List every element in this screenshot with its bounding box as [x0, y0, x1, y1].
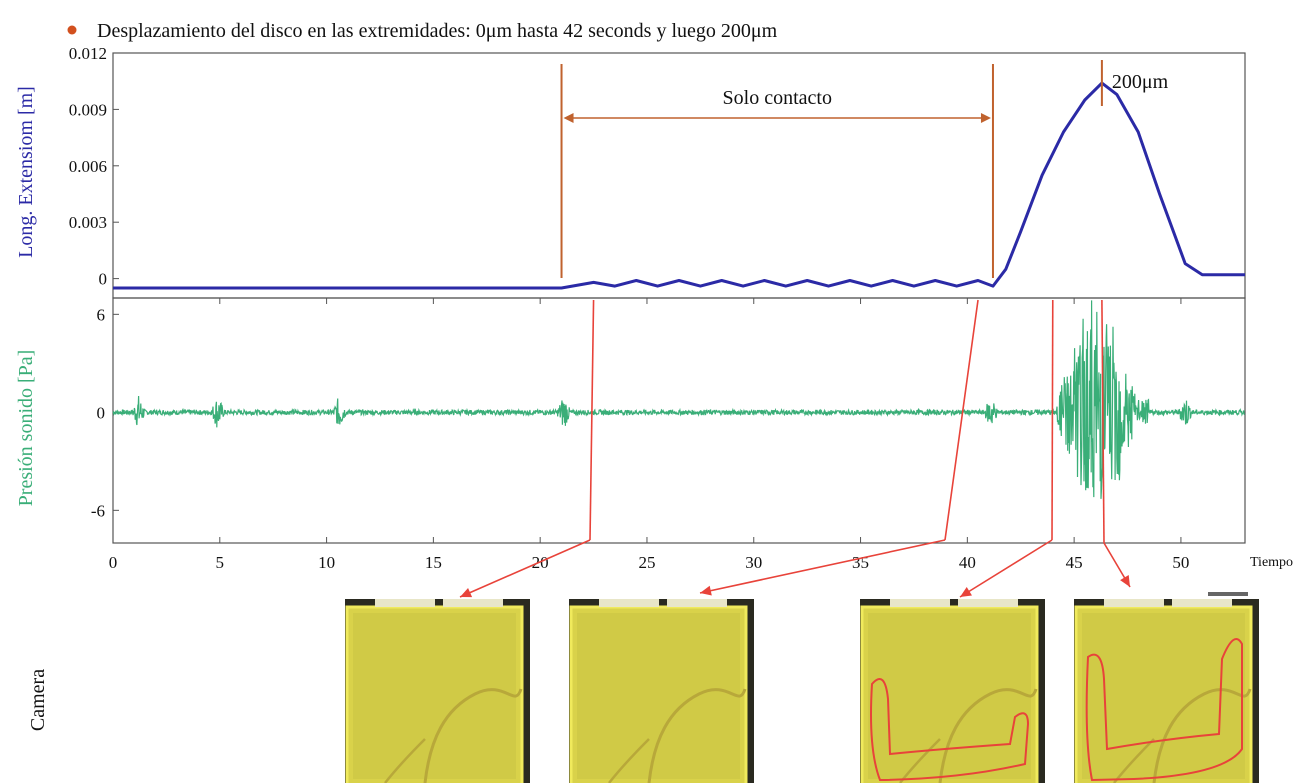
plate-shade: [353, 613, 516, 779]
pressure-xtick-label: 15: [425, 553, 442, 572]
frame-link-arrow-line: [699, 539, 946, 594]
top-clamp: [599, 599, 659, 607]
pressure-ytick-label: 0: [97, 403, 106, 422]
plate-vein: [423, 688, 523, 783]
frame-4-clamp-bar: [1208, 592, 1248, 596]
span-label: Solo contacto: [723, 87, 832, 109]
pressure-xtick-label: 5: [216, 553, 225, 572]
frame-link-line: [589, 299, 595, 541]
header-text: Desplazamiento del disco en las extremid…: [97, 20, 778, 42]
plate-shade: [868, 613, 1031, 779]
crack-outline: [1085, 638, 1243, 782]
pressure-xtick-label: 50: [1172, 553, 1189, 572]
pressure-ytick-label: 6: [97, 305, 106, 324]
top-clamp: [1104, 599, 1164, 607]
top-clamp: [890, 599, 950, 607]
extension-ylabel: Long. Extensiom [m]: [15, 86, 37, 258]
pressure-plot-frame: [112, 297, 1246, 544]
camera-label: Camera: [27, 669, 49, 731]
frame-link-arrow-line: [959, 539, 1053, 598]
pressure-xtick-label: 0: [109, 553, 118, 572]
pressure-xtick-label: 35: [852, 553, 869, 572]
frame-link-arrowhead: [700, 585, 712, 596]
frame-link-line: [944, 299, 979, 541]
frame-link-line: [1051, 299, 1054, 541]
plate-vein: [608, 738, 650, 783]
extension-ytick-label: 0.012: [69, 44, 107, 63]
camera-frame-2: [569, 599, 754, 783]
top-clamp: [1172, 599, 1232, 607]
extension-ytick-label: 0: [99, 270, 108, 289]
plate-vein: [384, 738, 426, 783]
plate-shade: [577, 613, 740, 779]
pressure-xtick-label: 40: [959, 553, 976, 572]
span-arrow-right-head: [980, 113, 991, 123]
pressure-xtick-label: 25: [638, 553, 655, 572]
extension-plot: Long. Extensiom [m] 0 0.003 0.006 0.009 0.01…: [15, 44, 1246, 299]
pressure-ytick-label: -6: [91, 501, 105, 520]
top-clamp: [375, 599, 435, 607]
extension-plot-frame: [112, 52, 1246, 299]
extension-ytick-label: 0.009: [69, 100, 107, 119]
plate-vein: [899, 738, 941, 783]
camera-frame-3: [860, 599, 1045, 783]
header-bullet: [67, 25, 77, 35]
top-clamp: [667, 599, 727, 607]
extension-ytick-label: 0.006: [69, 157, 107, 176]
pressure-xtick-label: 45: [1066, 553, 1083, 572]
frame-link-arrowhead: [960, 586, 972, 597]
top-clamp: [443, 599, 503, 607]
pressure-xtick-label: 30: [745, 553, 762, 572]
frame-link-arrow-line: [459, 539, 591, 598]
peak-label: 200μm: [1112, 71, 1169, 93]
extension-series-line: [113, 81, 1245, 290]
pressure-ylabel: Presión sonido [Pa]: [15, 350, 37, 507]
span-arrow-left-head: [563, 113, 574, 123]
plate-vein: [647, 688, 747, 783]
frame-link-arrowhead: [460, 588, 473, 598]
crack-outline: [870, 678, 1030, 782]
camera-frames: [345, 592, 1259, 783]
top-clamp: [958, 599, 1018, 607]
extension-ytick-label: 0.003: [69, 213, 107, 232]
plate-shade: [1082, 613, 1245, 779]
pressure-xtick-label: 10: [318, 553, 335, 572]
pressure-xlabel: Tiempo [s: [1250, 555, 1296, 570]
pressure-series-line: [112, 300, 1246, 499]
frame-link-arrowhead: [1120, 574, 1130, 587]
camera-frame-4: [1074, 599, 1259, 783]
pressure-plot: Presión sonido [Pa] 60-6 051015202530354…: [15, 297, 1296, 598]
camera-frame-1: [345, 599, 530, 783]
frame-link-line: [1101, 299, 1105, 544]
